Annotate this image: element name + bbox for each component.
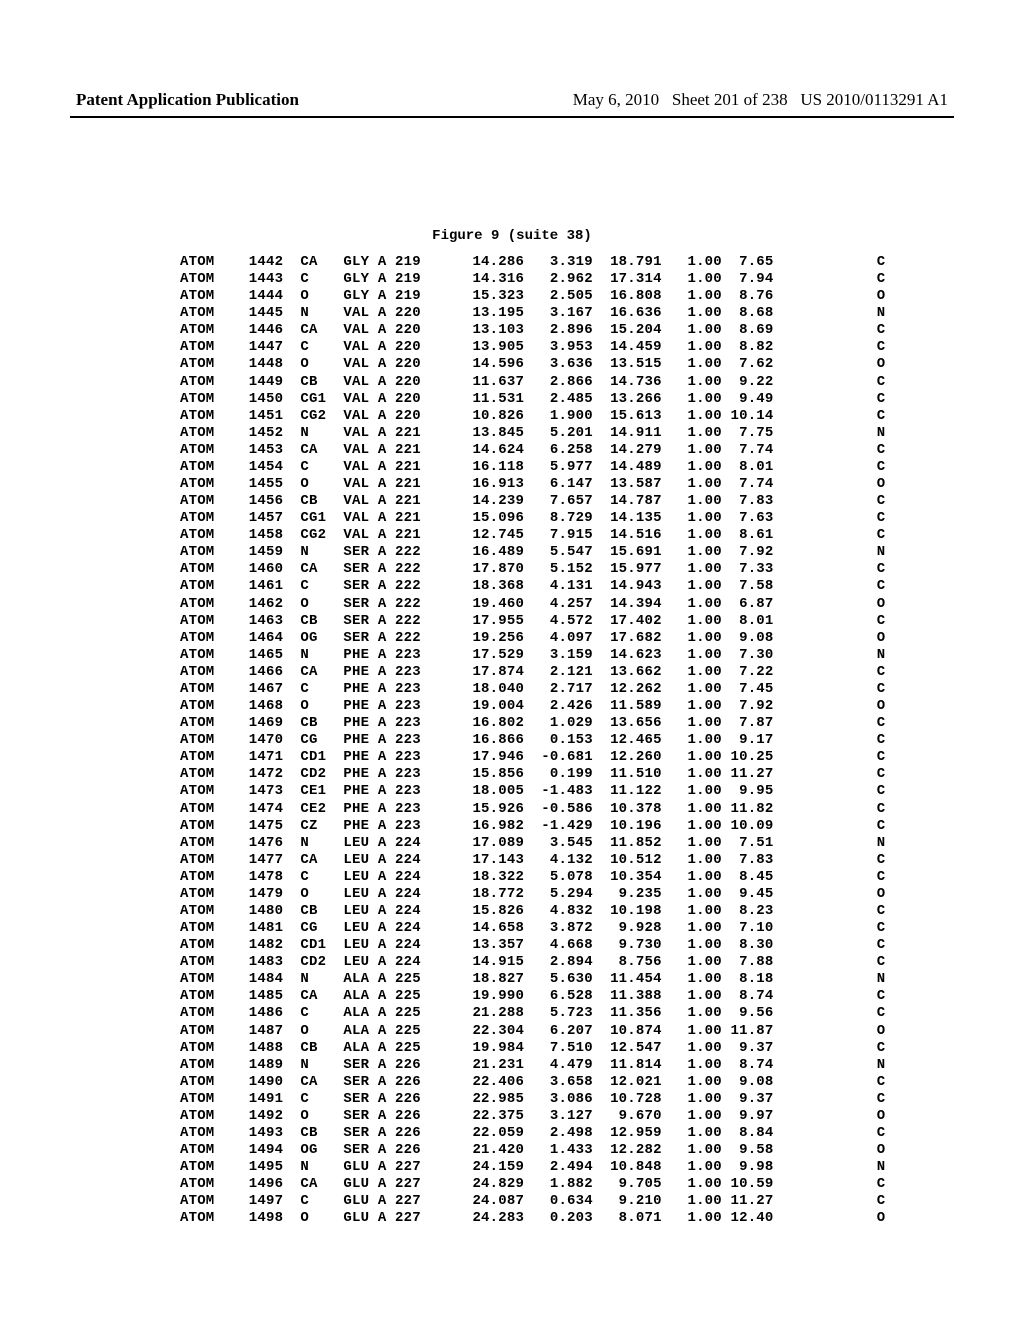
header-rule [70,116,954,118]
patent-page: Patent Application Publication May 6, 20… [0,0,1024,1320]
publication-label: Patent Application Publication [76,90,299,110]
atom-record-block: ATOM 1442 CA GLY A 219 14.286 3.319 18.7… [180,254,954,1227]
figure-caption: Figure 9 (suite 38) [70,228,954,244]
sheet-info: Sheet 201 of 238 [672,90,788,109]
pub-date: May 6, 2010 [573,90,659,109]
pub-number: US 2010/0113291 A1 [800,90,948,109]
header-right: May 6, 2010 Sheet 201 of 238 US 2010/011… [573,90,948,110]
page-header: Patent Application Publication May 6, 20… [70,90,954,116]
